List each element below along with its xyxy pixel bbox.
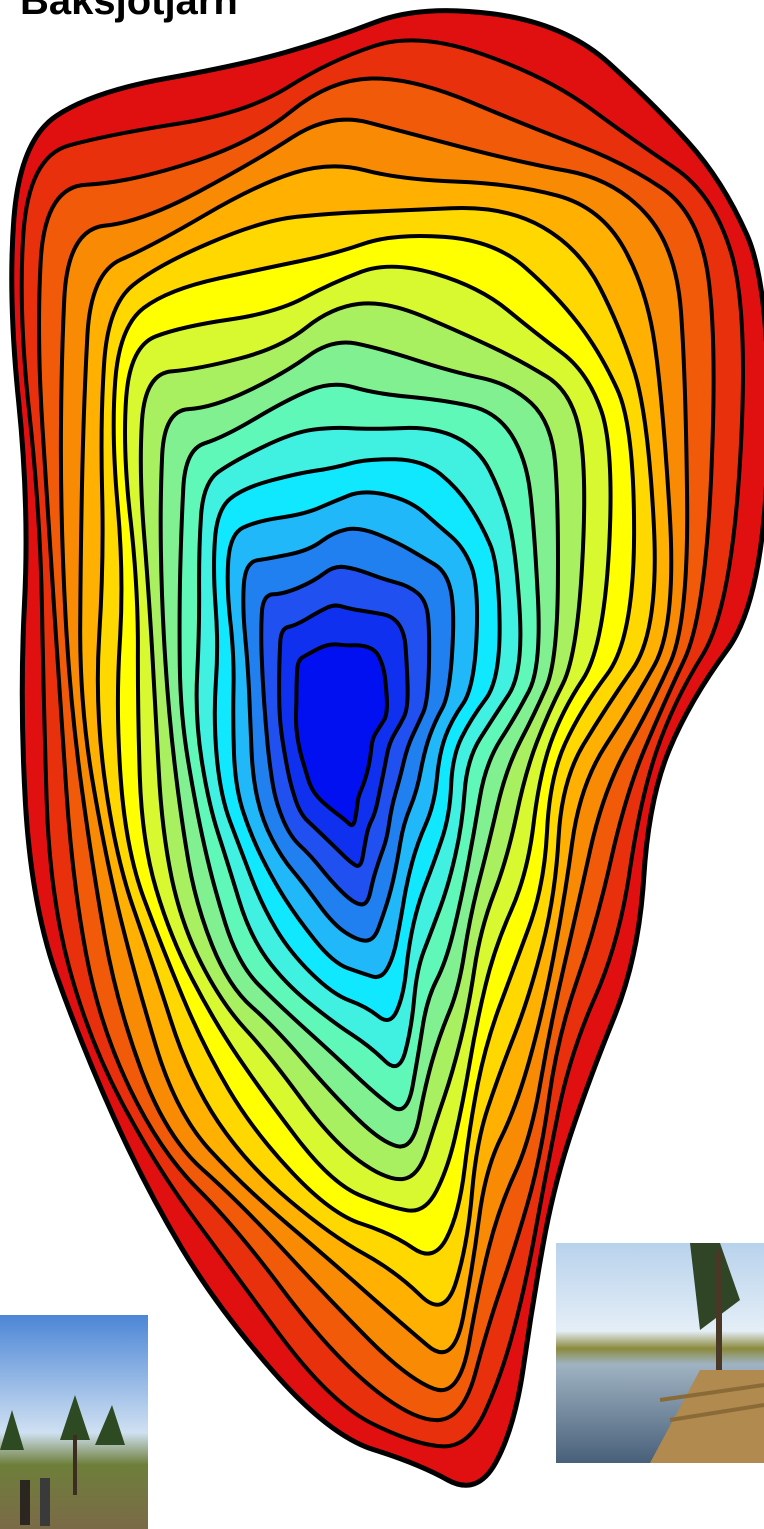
contour-band [293, 642, 389, 828]
depth-contours [9, 8, 764, 1488]
photo-right [556, 1243, 764, 1463]
map-title: Baksjötjärn [20, 0, 238, 23]
photo-left [0, 1315, 148, 1529]
